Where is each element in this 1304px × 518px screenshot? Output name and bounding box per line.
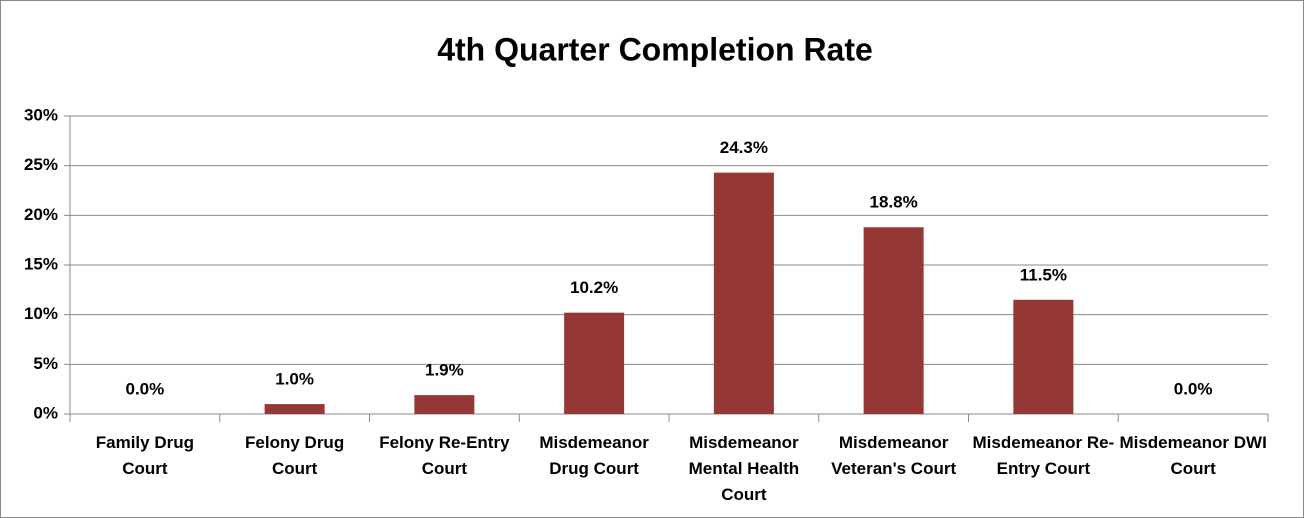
data-label: 18.8% [870, 193, 918, 212]
bar [264, 404, 325, 414]
x-tick-label: Misdemeanor Drug Court [539, 433, 649, 478]
data-label: 0.0% [1174, 379, 1213, 398]
y-tick-label: 15% [24, 254, 58, 273]
bar [863, 227, 924, 414]
x-tick-label: Family Drug Court [95, 433, 194, 478]
x-tick-label: Felony Drug Court [245, 433, 345, 478]
x-tick-label: Misdemeanor Mental Health Court [688, 433, 800, 504]
data-label: 0.0% [126, 379, 165, 398]
x-tick-label: Misdemeanor DWI Court [1119, 433, 1267, 478]
bar [1013, 299, 1074, 414]
y-tick-label: 10% [24, 304, 58, 323]
data-label: 1.0% [275, 370, 314, 389]
y-tick-label: 30% [24, 105, 58, 124]
y-tick-label: 20% [24, 205, 58, 224]
x-tick-label: Misdemeanor Re-Entry Court [972, 433, 1115, 478]
y-tick-label: 0% [33, 403, 58, 422]
data-label: 10.2% [570, 278, 618, 297]
data-label: 11.5% [1020, 265, 1067, 284]
data-label: 1.9% [425, 361, 464, 380]
y-tick-label: 5% [33, 354, 58, 373]
bar [414, 395, 475, 414]
bar [713, 172, 774, 414]
y-tick-label: 25% [24, 155, 58, 174]
x-tick-label: Felony Re-Entry Court [379, 433, 510, 478]
chart-title: 4th Quarter Completion Rate [437, 31, 873, 67]
data-label: 24.3% [720, 138, 768, 157]
bar [564, 312, 625, 414]
x-tick-label: Misdemeanor Veteran's Court [831, 433, 957, 478]
